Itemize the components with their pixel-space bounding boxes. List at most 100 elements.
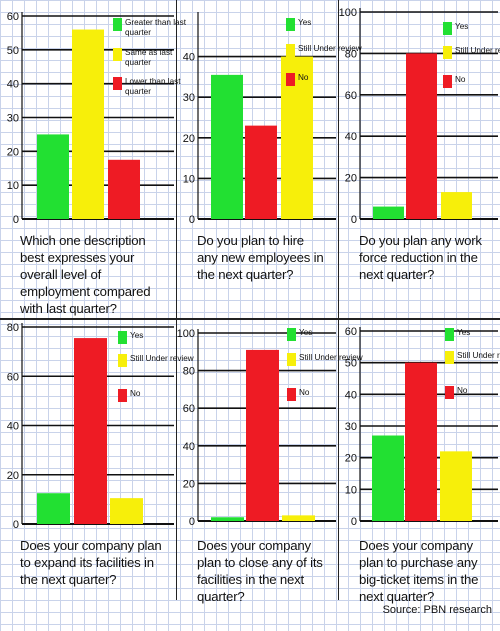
y-tick-label: 20 [183, 478, 195, 490]
y-tick-label: 0 [189, 214, 195, 226]
bar-no [246, 349, 279, 521]
y-tick-label: 100 [177, 328, 195, 340]
legend-label: Lower than last quarter [125, 77, 181, 96]
legend-swatch [286, 18, 295, 31]
legend-label: Still Under review [299, 353, 363, 362]
legend-swatch [113, 77, 122, 90]
bar-still-under-review [282, 515, 315, 521]
legend-label: Yes [130, 331, 144, 340]
bar-no [245, 125, 277, 219]
horizontal-divider [0, 318, 500, 320]
y-tick-label: 30 [7, 113, 19, 125]
legend-swatch [445, 386, 454, 399]
y-tick-label: 60 [183, 403, 195, 415]
legend-swatch [118, 331, 127, 344]
legend-label: Yes [457, 328, 471, 337]
legend-swatch [118, 354, 127, 367]
y-tick-label: 0 [189, 516, 195, 528]
legend-label: No [130, 389, 141, 398]
y-tick-label: 80 [345, 48, 357, 60]
legend-label: Yes [455, 22, 469, 31]
bar-greater-than-last-quarter [37, 134, 69, 219]
chart-question: Do you plan to hire any new employees in… [197, 233, 324, 282]
vertical-divider-right [338, 0, 339, 600]
y-tick-label: 60 [7, 11, 19, 23]
y-tick-label: 30 [183, 92, 195, 104]
y-tick-label: 50 [345, 358, 357, 370]
y-tick-label: 80 [183, 366, 195, 378]
bar-no [74, 338, 107, 524]
y-tick-label: 40 [7, 421, 19, 433]
bar-no [406, 53, 437, 220]
chart-question: Does your company plan to close any of i… [197, 538, 323, 604]
legend-label: Same as last quarter [125, 48, 173, 67]
legend-swatch [113, 18, 122, 31]
legend-swatch [287, 388, 296, 401]
y-tick-label: 40 [183, 441, 195, 453]
legend-label: No [298, 73, 309, 82]
bar-still-under-review [441, 192, 472, 219]
legend-swatch [286, 73, 295, 86]
legend-label: Yes [299, 328, 313, 337]
bar-yes [211, 74, 243, 220]
bar-still-under-review [440, 451, 472, 521]
bar-yes [211, 517, 244, 521]
chart-question: Do you plan any work force reduction in … [359, 233, 482, 282]
chart-question: Does your company plan to purchase any b… [359, 538, 479, 604]
y-tick-label: 10 [345, 484, 357, 496]
chart-question: Which one description best expresses you… [20, 233, 151, 316]
y-tick-label: 40 [345, 131, 357, 143]
y-tick-label: 100 [339, 7, 357, 19]
y-tick-label: 20 [7, 470, 19, 482]
legend-swatch [287, 353, 296, 366]
legend-swatch [443, 75, 452, 88]
y-tick-label: 0 [13, 214, 19, 226]
y-tick-label: 60 [345, 90, 357, 102]
legend-swatch [445, 328, 454, 341]
y-tick-label: 10 [7, 180, 19, 192]
y-tick-label: 60 [345, 326, 357, 338]
y-tick-label: 40 [183, 52, 195, 64]
y-tick-label: 40 [345, 389, 357, 401]
source-note: Source: PBN research [382, 604, 492, 616]
y-tick-label: 30 [345, 421, 357, 433]
legend-label: No [455, 75, 466, 84]
legend-swatch [443, 22, 452, 35]
bar-yes [372, 435, 404, 521]
legend-label: Still Under review [457, 351, 500, 360]
bar-still-under-review [110, 498, 143, 524]
legend-label: Still Under review [455, 46, 500, 55]
y-tick-label: 20 [183, 133, 195, 145]
y-tick-label: 20 [345, 173, 357, 185]
bar-lower-than-last-quarter [108, 159, 140, 219]
legend-label: Yes [298, 18, 312, 27]
y-tick-label: 10 [183, 173, 195, 185]
y-tick-label: 60 [7, 371, 19, 383]
bar-yes [37, 493, 70, 524]
y-tick-label: 20 [7, 146, 19, 158]
vertical-divider-left [176, 0, 177, 600]
y-tick-label: 0 [351, 214, 357, 226]
legend-label: No [457, 386, 468, 395]
bar-same-as-last-quarter [72, 29, 104, 220]
legend-swatch [113, 48, 122, 61]
y-tick-label: 20 [345, 453, 357, 465]
bar-yes [373, 206, 404, 219]
chart-question: Does your company plan to expand its fac… [20, 538, 162, 587]
y-tick-label: 80 [7, 322, 19, 334]
legend-swatch [287, 328, 296, 341]
legend-swatch [443, 46, 452, 59]
